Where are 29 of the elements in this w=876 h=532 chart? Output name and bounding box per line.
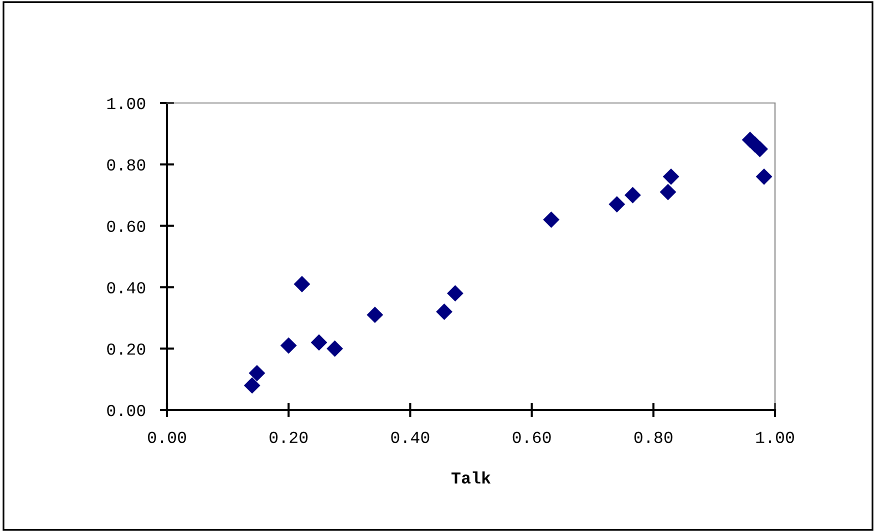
x-tick-label: 0.80 [634,432,672,444]
y-tick-label: 0.00 [107,404,146,416]
y-tick-label: 0.40 [107,282,146,294]
point [446,285,464,302]
point [294,276,310,292]
point [660,184,676,200]
point [366,306,384,324]
point [280,337,297,354]
point [624,186,641,204]
x-tick-label: 0.60 [512,432,551,444]
y-tick-label: 0.80 [107,159,146,171]
y-tick-label: 0.20 [107,343,146,355]
point [752,140,768,158]
point [436,304,452,320]
point [310,334,328,351]
x-tick-label: 0.40 [391,432,430,444]
x-tick-label: 0.00 [148,432,186,444]
point [662,168,680,185]
x-tick-label: 1.00 [756,432,794,444]
x-tick-label: 0.20 [270,432,308,444]
point [326,340,344,357]
x-axis-title: Talk [451,471,491,484]
y-tick-label: 0.60 [107,220,146,232]
point [248,364,266,382]
y-tick-label: 1.00 [107,98,146,110]
point [244,377,260,394]
point [608,196,626,213]
point [756,168,772,185]
point [543,211,560,228]
